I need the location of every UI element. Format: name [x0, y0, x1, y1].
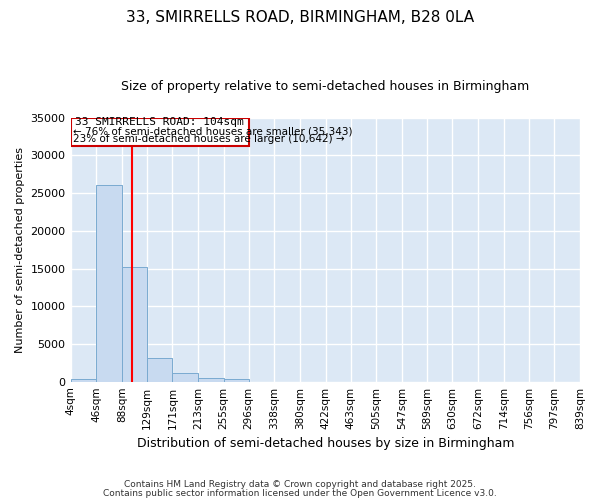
- Bar: [122, 267, 147, 382]
- X-axis label: Distribution of semi-detached houses by size in Birmingham: Distribution of semi-detached houses by …: [137, 437, 514, 450]
- Bar: [71, 118, 248, 146]
- Bar: [96, 185, 122, 382]
- Text: ← 76% of semi-detached houses are smaller (35,343): ← 76% of semi-detached houses are smalle…: [73, 126, 352, 136]
- Text: 23% of semi-detached houses are larger (10,642) →: 23% of semi-detached houses are larger (…: [73, 134, 344, 143]
- Y-axis label: Number of semi-detached properties: Number of semi-detached properties: [15, 146, 25, 352]
- Text: 33, SMIRRELLS ROAD, BIRMINGHAM, B28 0LA: 33, SMIRRELLS ROAD, BIRMINGHAM, B28 0LA: [126, 10, 474, 25]
- Title: Size of property relative to semi-detached houses in Birmingham: Size of property relative to semi-detach…: [121, 80, 529, 93]
- Bar: [224, 380, 248, 382]
- Text: Contains HM Land Registry data © Crown copyright and database right 2025.: Contains HM Land Registry data © Crown c…: [124, 480, 476, 489]
- Bar: [71, 378, 96, 382]
- Text: Contains public sector information licensed under the Open Government Licence v3: Contains public sector information licen…: [103, 490, 497, 498]
- Bar: [172, 372, 198, 382]
- Bar: [147, 358, 172, 382]
- Text: 33 SMIRRELLS ROAD: 104sqm: 33 SMIRRELLS ROAD: 104sqm: [75, 117, 244, 127]
- Bar: [198, 378, 224, 382]
